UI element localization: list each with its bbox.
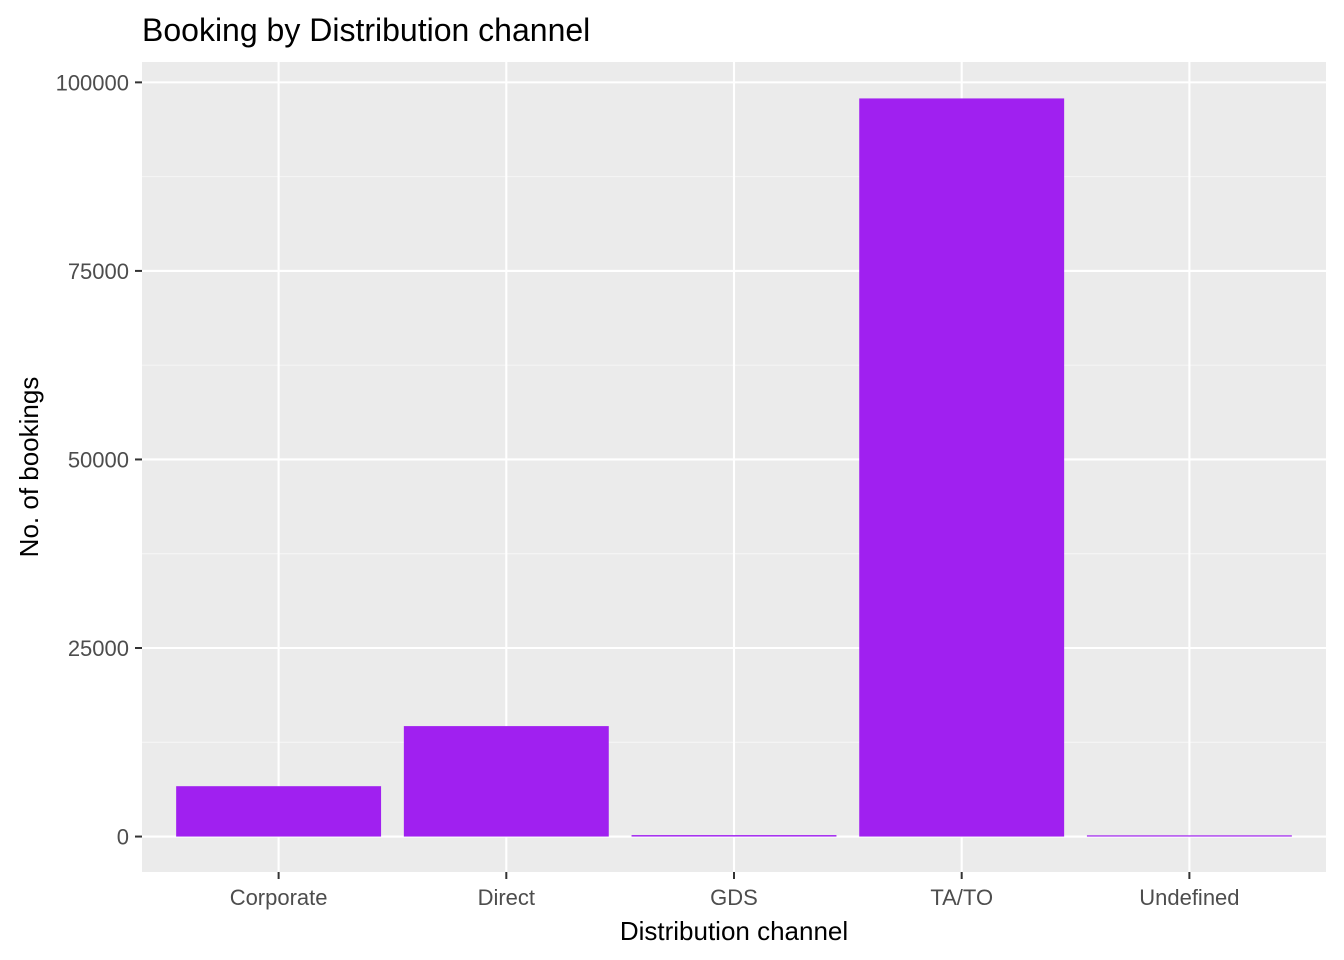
y-axis: 0 25000 50000 75000 100000 bbox=[56, 70, 142, 850]
bar-undefined bbox=[1086, 835, 1292, 837]
bars bbox=[176, 98, 1292, 837]
y-axis-title: No. of bookings bbox=[14, 377, 44, 558]
x-tick-label: Undefined bbox=[1139, 885, 1239, 910]
x-axis: Corporate Direct GDS TA/TO Undefined bbox=[230, 872, 1240, 910]
bar-ta-to bbox=[859, 98, 1065, 837]
y-tick-label: 25000 bbox=[68, 636, 129, 661]
x-tick-label: GDS bbox=[710, 885, 758, 910]
y-tick-label: 100000 bbox=[56, 70, 129, 95]
y-tick-label: 50000 bbox=[68, 447, 129, 472]
chart-title: Booking by Distribution channel bbox=[142, 12, 590, 48]
y-tick-label: 75000 bbox=[68, 259, 129, 284]
x-tick-label: Corporate bbox=[230, 885, 328, 910]
x-axis-title: Distribution channel bbox=[620, 916, 848, 946]
bar-direct bbox=[403, 726, 609, 837]
bar-gds bbox=[631, 835, 837, 837]
bar-corporate bbox=[176, 786, 382, 837]
y-tick-label: 0 bbox=[117, 825, 129, 850]
x-tick-label: Direct bbox=[478, 885, 535, 910]
x-tick-label: TA/TO bbox=[930, 885, 993, 910]
